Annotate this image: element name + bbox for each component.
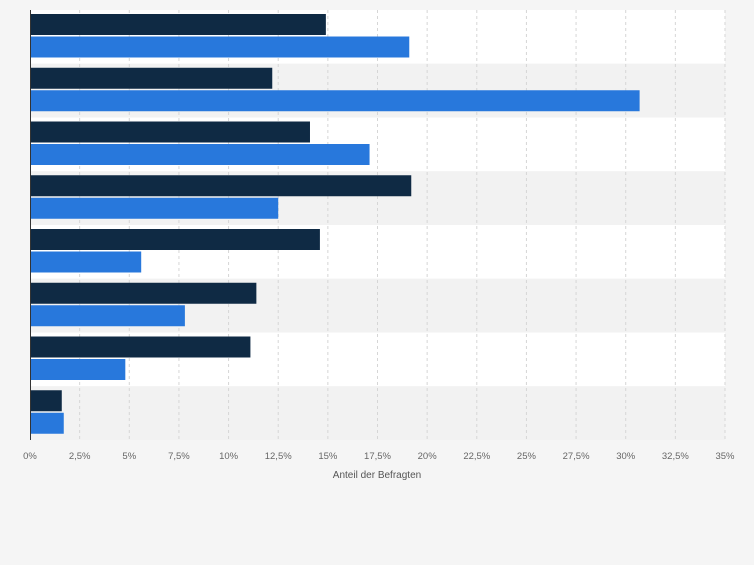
bar-series-2	[30, 359, 126, 380]
x-tick-label: 35%	[715, 451, 735, 462]
x-tick-label: 20%	[418, 451, 438, 462]
x-tick-label: 0%	[23, 451, 37, 462]
x-tick-label: 32,5%	[662, 451, 689, 462]
bar-series-2	[30, 251, 142, 273]
bar-series-1	[30, 390, 62, 412]
x-tick-label: 2,5%	[69, 451, 91, 462]
bar-series-1	[30, 229, 320, 250]
bar-series-2	[30, 197, 279, 219]
x-tick-label: 7,5%	[168, 451, 190, 462]
x-tick-labels: 0% 2,5% 5% 7,5% 10% 12,5% 15% 17,5% 20% 22,5% 25% 2…	[23, 451, 735, 462]
bar-series-1	[30, 121, 310, 143]
x-tick-label: 15%	[318, 451, 338, 462]
bar-series-2	[30, 36, 410, 58]
bar-series-2	[30, 412, 64, 434]
x-tick-label: 27,5%	[563, 451, 590, 462]
x-tick-label: 17,5%	[364, 451, 391, 462]
bar-series-2	[30, 90, 640, 112]
x-tick-label: 25%	[517, 451, 537, 462]
x-tick-label: 10%	[219, 451, 239, 462]
bar-series-1	[30, 336, 251, 358]
x-tick-label: 30%	[616, 451, 636, 462]
x-tick-label: 12,5%	[265, 451, 292, 462]
x-axis-label: Anteil der Befragten	[333, 470, 421, 481]
bar-series-1	[30, 67, 273, 89]
bar-series-2	[30, 305, 185, 327]
x-tick-label: 5%	[122, 451, 136, 462]
x-tick-label: 22,5%	[463, 451, 490, 462]
bar-series-1	[30, 14, 326, 35]
bars	[30, 14, 640, 434]
bar-series-1	[30, 175, 412, 197]
bar-series-2	[30, 144, 370, 165]
bar-series-1	[30, 282, 257, 304]
